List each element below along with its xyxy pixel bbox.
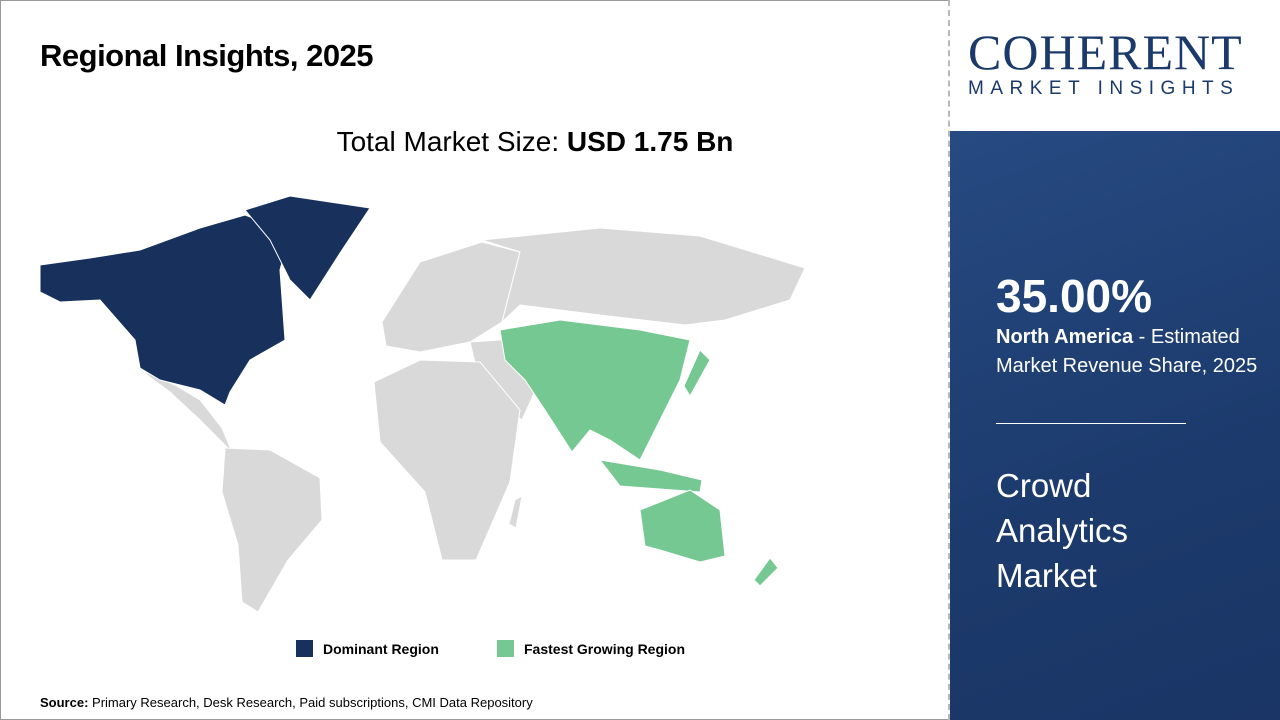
region-europe: [381, 241, 521, 353]
legend-swatch-dominant: [296, 640, 313, 657]
source-text: Primary Research, Desk Research, Paid su…: [88, 695, 533, 710]
market-name: Crowd Analytics Market: [996, 467, 1129, 594]
region-africa: [373, 359, 521, 561]
legend-label: Dominant Region: [323, 640, 439, 657]
region-south-america: [221, 447, 323, 613]
legend-fastest: Fastest Growing Region: [497, 640, 685, 657]
panel-divider: [996, 423, 1186, 424]
share-desc-text: - Estimated Market Revenue Share, 2025: [996, 326, 1258, 377]
source-label: Source:: [40, 695, 89, 710]
legend-dominant: Dominant Region: [296, 640, 439, 657]
total-market-size: Total Market Size: USD 1.75 Bn: [0, 126, 1070, 158]
region-japan: [683, 349, 711, 397]
legend-swatch-fastest: [497, 640, 514, 657]
page-title: Regional Insights, 2025: [40, 38, 374, 73]
region-asia: [499, 319, 691, 461]
info-panel: 35.00% North America - Estimated Market …: [950, 131, 1280, 720]
logo-wordmark: COHERENT: [968, 24, 1243, 80]
total-label: Total Market Size:: [336, 126, 567, 157]
region-russia: [481, 227, 806, 326]
region-australia: [639, 489, 726, 563]
company-logo: COHERENT MARKET INSIGHTS: [968, 24, 1263, 100]
source-note: Source: Primary Research, Desk Research,…: [40, 695, 533, 710]
world-map: [39, 195, 806, 613]
region-name: North America: [996, 326, 1134, 348]
region-madagascar: [508, 495, 523, 529]
divider: [948, 0, 950, 720]
region-greenland: [244, 195, 371, 301]
region-indonesia: [598, 459, 703, 493]
share-value: 35.00%: [996, 270, 1153, 322]
logo-subtitle: MARKET INSIGHTS: [968, 78, 1240, 99]
region-north-america: [39, 214, 291, 406]
share-description: North America - Estimated Market Revenue…: [996, 323, 1271, 381]
region-new-zealand: [753, 557, 779, 587]
total-value: USD 1.75 Bn: [566, 126, 734, 157]
legend-label: Fastest Growing Region: [524, 640, 686, 657]
